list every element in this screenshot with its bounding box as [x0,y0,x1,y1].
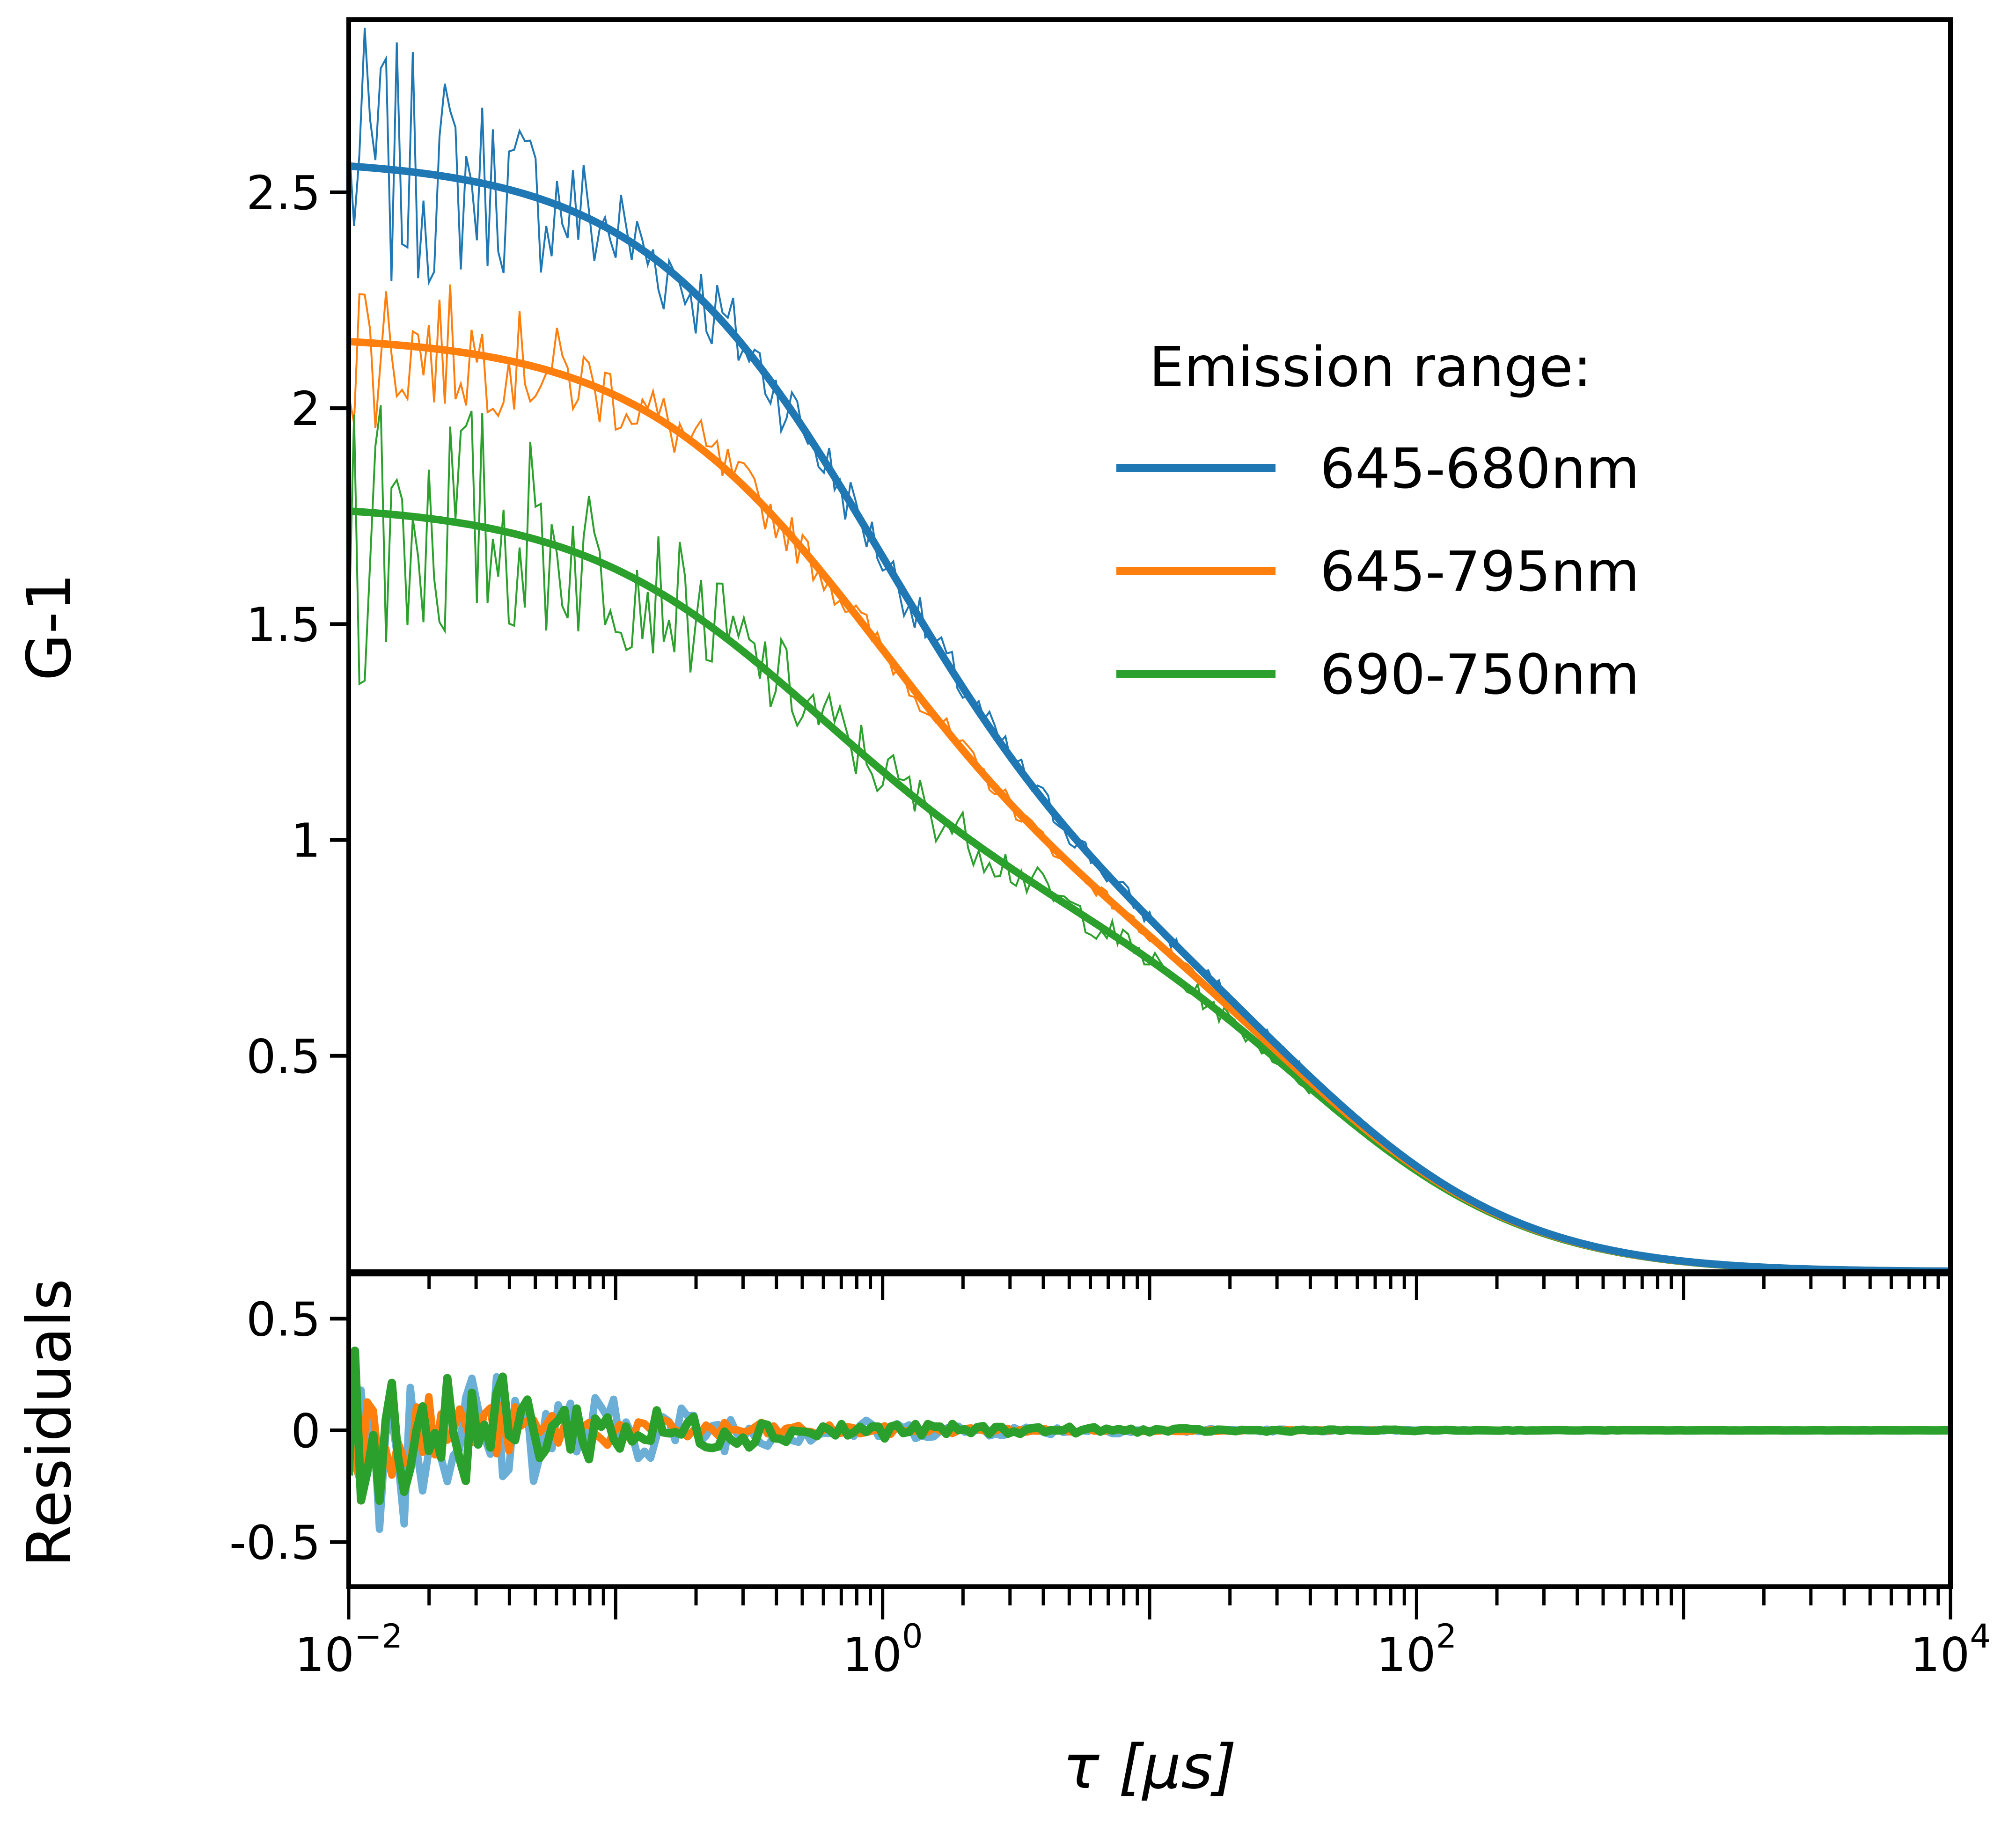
x-tick-label: 102 [1376,1617,1457,1682]
fit-curve-645-680nm [349,162,1950,1272]
main-y-tick-label: 1.5 [246,597,321,652]
fit-curve-645-795nm [349,337,1950,1272]
residual-y-tick-label: 0 [291,1404,321,1458]
legend-entry: 645-680nm [1320,436,1640,501]
residuals-plot-panel: -0.5 0 0.5 10−2 100 102 104 [229,1272,1991,1682]
residual-y-tick-label: -0.5 [229,1516,321,1570]
legend-entry: 690-750nm [1320,642,1640,707]
main-y-axis-label: G-1 [14,573,85,681]
main-y-tick-label: 2 [291,381,321,436]
main-series-group [349,28,1950,1272]
main-plot-panel: 0.5 1 1.5 2 2.5 Emission range: 645-680nm 645-… [246,17,1953,1274]
x-axis-label: τ [μs] [1063,1731,1236,1802]
main-y-tick-label: 2.5 [246,166,321,220]
x-tick-label: 104 [1910,1617,1991,1682]
main-y-tick-label: 1 [291,813,321,868]
x-axis-ticks: 10−2 100 102 104 [295,1274,1991,1682]
x-tick-label: 100 [843,1617,923,1682]
data-trace-645-680nm [349,28,1311,1082]
legend-title: Emission range: [1149,335,1591,399]
legend-entry: 645-795nm [1320,539,1640,604]
residual-y-tick-label: 0.5 [246,1292,321,1347]
data-trace-645-795nm [349,284,1311,1082]
residual-trace-690-750nm [349,1346,1950,1505]
fit-curve-690-750nm [349,507,1950,1272]
legend: Emission range: 645-680nm 645-795nm 690-750… [1116,335,1640,707]
main-y-tick-label: 0.5 [246,1029,321,1084]
residual-series-group [349,1346,1950,1533]
residuals-y-ticks: -0.5 0 0.5 [229,1292,349,1570]
data-trace-690-750nm [349,405,1311,1095]
residuals-y-axis-label: Residuals [14,1279,85,1568]
x-tick-label: 10−2 [295,1617,403,1682]
main-y-ticks: 0.5 1 1.5 2 2.5 [246,166,349,1084]
